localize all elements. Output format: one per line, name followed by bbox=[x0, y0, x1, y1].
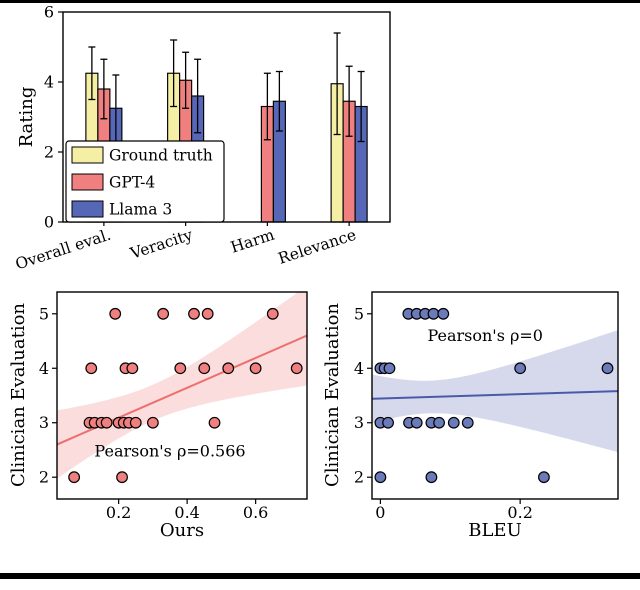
pearson-annotation: Pearson's ρ=0 bbox=[427, 326, 543, 345]
legend-label: GPT-4 bbox=[109, 174, 155, 192]
scatter-point bbox=[146, 416, 159, 429]
scatter-point bbox=[188, 307, 200, 320]
scatter-point bbox=[410, 416, 423, 429]
legend-label: Llama 3 bbox=[109, 201, 172, 219]
scatter-point bbox=[383, 362, 396, 375]
scatter-point bbox=[116, 471, 128, 484]
scatter-point bbox=[290, 362, 303, 375]
axes-box bbox=[62, 11, 391, 223]
x-tick-label: 0.2 bbox=[507, 503, 532, 522]
x-tick-label: 0.4 bbox=[174, 503, 199, 522]
ours-vs-clinician-scatter: Pearson's ρ=0.566 0.2 0.4 0.6 2 3 4 5 bbox=[39, 291, 308, 522]
bottom-border-rule bbox=[0, 573, 640, 579]
regression-band bbox=[57, 292, 307, 479]
scatter-point bbox=[222, 362, 235, 375]
scatter-point bbox=[427, 307, 440, 320]
legend-swatch bbox=[71, 173, 104, 191]
legend-swatch bbox=[71, 200, 104, 218]
scatter-point bbox=[68, 471, 81, 484]
bar-chart-ylabel: Rating bbox=[16, 86, 37, 148]
axes-box bbox=[371, 291, 619, 500]
x-tick-label: 0.6 bbox=[243, 503, 268, 522]
scatter-point bbox=[382, 416, 394, 429]
legend-box bbox=[65, 140, 225, 223]
bar-chart: Overall eval. Veracity Harm Relevance 0 2 4 6 Gr… bbox=[13, 3, 391, 274]
scatter-point bbox=[601, 362, 614, 375]
scatter-point bbox=[174, 362, 187, 375]
pearson-annotation: Pearson's ρ=0.566 bbox=[94, 442, 245, 461]
scatter-point bbox=[85, 362, 98, 375]
y-tick-label: 6 bbox=[44, 3, 54, 22]
scatter-point bbox=[129, 416, 142, 429]
y-tick-label: 3 bbox=[354, 413, 364, 432]
x-tick-label: Veracity bbox=[127, 226, 195, 263]
scatter-point bbox=[437, 307, 450, 320]
y-tick-label: 3 bbox=[39, 413, 49, 432]
scatter-point bbox=[208, 416, 221, 429]
y-tick-label: 2 bbox=[44, 143, 54, 162]
legend-swatch bbox=[71, 146, 104, 164]
ours-chart-ylabel: Clinician Evaluation bbox=[8, 302, 29, 488]
legend-label: Ground truth bbox=[109, 147, 213, 165]
x-tick-label: Overall eval. bbox=[13, 226, 113, 274]
scatter-point bbox=[514, 362, 527, 375]
y-tick-label: 2 bbox=[354, 468, 364, 487]
scatter-point bbox=[374, 471, 387, 484]
scatter-point bbox=[461, 416, 474, 429]
bleu-chart-ylabel: Clinician Evaluation bbox=[322, 302, 343, 488]
y-tick-label: 2 bbox=[39, 468, 49, 487]
axes-box bbox=[56, 291, 308, 500]
scatter-point bbox=[198, 362, 211, 375]
scatter-point bbox=[201, 307, 214, 320]
x-tick-label: Harm bbox=[228, 226, 277, 257]
scatter-point bbox=[100, 416, 113, 429]
scatter-point bbox=[126, 362, 139, 375]
x-tick-label: 0.2 bbox=[106, 503, 131, 522]
y-tick-label: 0 bbox=[44, 213, 54, 232]
scatter-point bbox=[109, 307, 122, 320]
top-border-rule bbox=[0, 0, 640, 3]
y-tick-label: 5 bbox=[39, 304, 49, 323]
scatter-point bbox=[249, 362, 262, 375]
scatter-point bbox=[447, 416, 460, 429]
scatter-point bbox=[266, 307, 279, 320]
bleu-chart-xlabel: BLEU bbox=[468, 520, 522, 541]
x-tick-label: Relevance bbox=[276, 226, 358, 268]
bleu-vs-clinician-scatter: Pearson's ρ=0 0 0.2 2 3 4 5 bbox=[354, 291, 619, 522]
y-tick-label: 4 bbox=[354, 359, 364, 378]
scatter-point bbox=[157, 307, 170, 320]
regression-line bbox=[372, 390, 618, 400]
scatter-point bbox=[538, 471, 550, 484]
x-tick-label: 0 bbox=[375, 503, 385, 522]
scatter-point bbox=[425, 471, 438, 484]
legend: Ground truth GPT-4 Llama 3 bbox=[65, 140, 225, 223]
ours-chart-xlabel: Ours bbox=[159, 520, 205, 541]
y-tick-label: 5 bbox=[354, 304, 364, 323]
y-tick-label: 4 bbox=[44, 73, 54, 92]
scatter-point bbox=[433, 416, 445, 429]
regression-band bbox=[372, 330, 618, 453]
y-tick-label: 4 bbox=[39, 359, 49, 378]
